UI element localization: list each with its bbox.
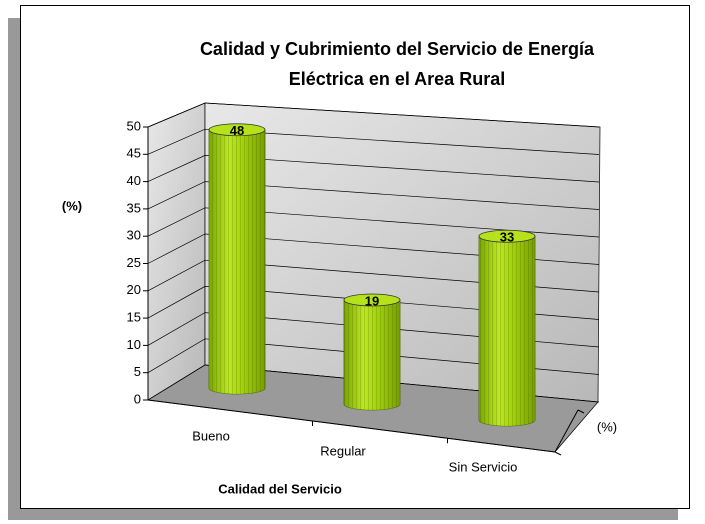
grid-line: [147, 338, 600, 375]
cylinder-stripes: [344, 299, 400, 410]
depth-tick: [554, 451, 562, 456]
y-tick-label: 35: [127, 200, 141, 215]
grid: [147, 102, 600, 403]
x-tick-label: Bueno: [192, 428, 230, 443]
y-tick-label: 0: [134, 391, 141, 406]
grid-line: [147, 364, 600, 403]
grid-line: [147, 259, 600, 293]
grid-line: [147, 181, 600, 210]
grid-line: [147, 102, 600, 128]
y-tick-label: 15: [127, 310, 141, 325]
cylinder-stripes: [209, 129, 265, 394]
data-label: 48: [230, 123, 244, 138]
cylinder-top: [208, 123, 266, 137]
cylinder-top: [343, 293, 401, 307]
depth-axis: [554, 409, 579, 453]
grid-line: [147, 286, 600, 320]
cylinder-stripes: [479, 236, 535, 426]
y-tick-label: 30: [127, 228, 141, 243]
chart-title: Eléctrica en el Area Rural: [289, 69, 505, 89]
grid-line: [147, 233, 600, 265]
y-tick-label: 5: [134, 364, 141, 379]
y-tick-label: 20: [127, 282, 141, 297]
depth-axis-label: (%): [597, 419, 617, 434]
x-axis-label: Calidad del Servicio: [218, 481, 342, 496]
grid-line: [147, 207, 600, 238]
x-tick-label: Regular: [320, 443, 366, 458]
marks: 48 19 33: [208, 123, 536, 427]
y-tick-label: 40: [127, 173, 141, 188]
y-tick-label: 25: [127, 255, 141, 270]
x-axis: [147, 399, 556, 453]
y-tick-label: 45: [127, 146, 141, 161]
data-label: 33: [500, 230, 514, 245]
y-tick-label: 10: [127, 337, 141, 352]
chart-title: Calidad y Cubrimiento del Servicio de En…: [200, 39, 595, 59]
y-axis-label: (%): [62, 198, 82, 213]
grid-line: [147, 155, 600, 183]
grid-line: [147, 128, 600, 155]
x-tick-label: Sin Servicio: [449, 459, 518, 474]
cylinder-top: [478, 229, 536, 243]
depth-tick: [577, 409, 585, 414]
y-tick-label: 50: [127, 118, 141, 133]
data-label: 19: [365, 293, 379, 308]
grid-line: [147, 312, 600, 348]
